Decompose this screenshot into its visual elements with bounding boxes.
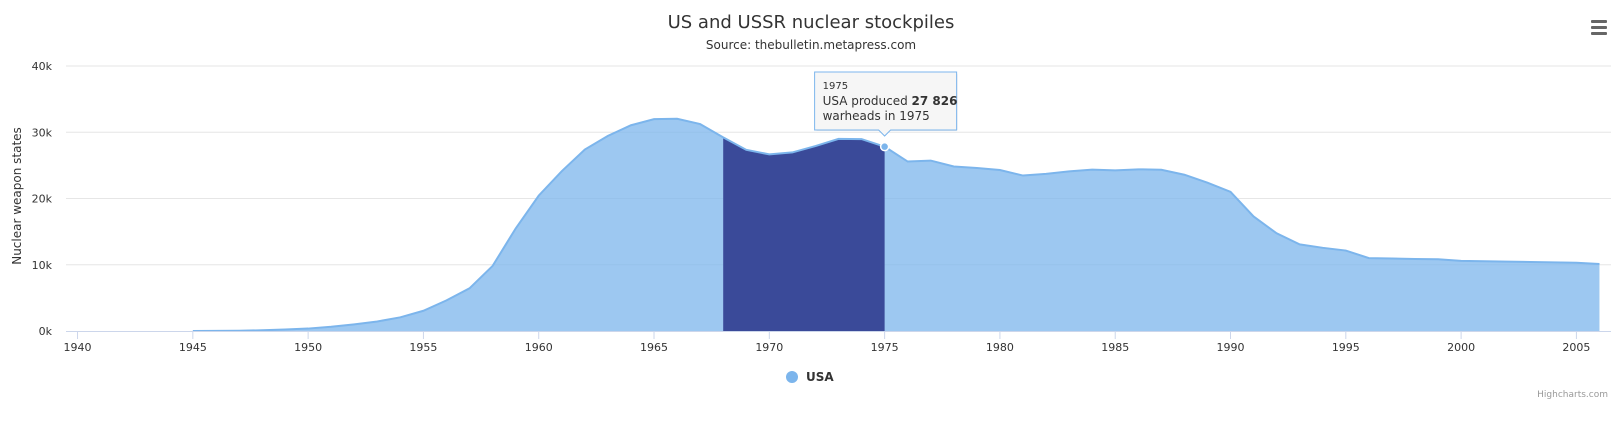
x-tick-label: 1995 (1332, 341, 1360, 354)
x-tick-label: 1945 (179, 341, 207, 354)
x-tick-label: 1980 (986, 341, 1014, 354)
tooltip-year: 1975 (823, 81, 848, 92)
x-tick-label: 1990 (1217, 341, 1245, 354)
x-tick-label: 1940 (64, 341, 92, 354)
tooltip-box (814, 71, 958, 137)
x-axis: 1940 1945 1950 1955 1960 1965 1970 1975 1980 1985… (64, 331, 1611, 354)
tooltip-suffix: warheads in 1975 (823, 109, 930, 123)
hover-marker (879, 141, 890, 152)
y-tick-label: 40k (32, 60, 53, 73)
x-tick-label: 2005 (1562, 341, 1590, 354)
tooltip-line: USA produced 27 826 (823, 94, 958, 108)
x-tick-label: 1975 (871, 341, 899, 354)
x-tick-label: 1960 (525, 341, 553, 354)
legend[interactable]: USA (786, 370, 834, 384)
highlight-band (723, 137, 885, 331)
y-tick-label: 30k (32, 126, 53, 139)
tooltip-value: 27 826 (912, 94, 958, 108)
x-tick-label: 1965 (640, 341, 668, 354)
x-tick-label: 1985 (1101, 341, 1129, 354)
y-tick-label: 10k (32, 259, 53, 272)
chart-title: US and USSR nuclear stockpiles (668, 12, 955, 33)
tooltip-prefix: USA produced (823, 94, 912, 108)
x-tick-label: 1950 (294, 341, 322, 354)
context-menu-icon[interactable] (1588, 18, 1610, 38)
x-tick-label: 1955 (409, 341, 437, 354)
legend-item-usa[interactable]: USA (806, 370, 834, 384)
chart-subtitle: Source: thebulletin.metapress.com (706, 38, 916, 52)
series-line-usa (192, 117, 1600, 332)
x-tick-label: 2000 (1447, 341, 1475, 354)
y-axis: 0k 10k 20k 30k 40k (32, 60, 53, 338)
credits-link[interactable]: Highcharts.com (1537, 390, 1608, 400)
y-tick-label: 20k (32, 193, 53, 206)
legend-symbol-usa (786, 371, 798, 383)
y-tick-label: 0k (39, 325, 53, 338)
x-tick-label: 1970 (755, 341, 783, 354)
area-fill-usa (192, 118, 1600, 331)
y-axis-title: Nuclear weapon states (10, 127, 24, 265)
series-area (192, 117, 1600, 332)
